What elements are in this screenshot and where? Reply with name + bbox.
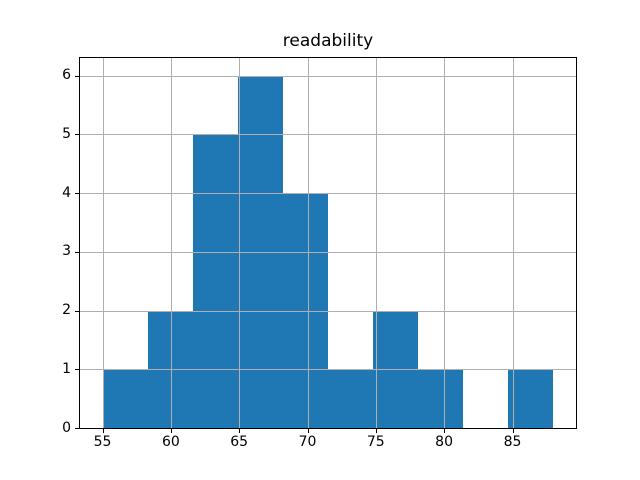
y-tick-label: 4	[62, 184, 71, 201]
y-tick-label: 0	[62, 419, 71, 436]
histogram-bar	[328, 369, 374, 428]
y-tick-label: 6	[62, 67, 71, 84]
x-axis-tick	[512, 429, 514, 433]
y-axis-tick	[75, 428, 79, 429]
gridline	[375, 58, 377, 428]
y-tick-label: 3	[62, 243, 71, 260]
y-axis-tick	[75, 251, 79, 253]
gridline	[80, 369, 576, 371]
gridline	[239, 58, 241, 428]
gridline	[444, 58, 446, 428]
y-axis-tick	[75, 369, 79, 371]
x-axis-tick	[307, 429, 309, 433]
gridline	[80, 75, 576, 77]
histogram-bar	[508, 369, 554, 428]
x-tick-label: 65	[230, 434, 249, 450]
y-axis-tick	[75, 310, 79, 312]
y-axis-tick	[75, 193, 79, 195]
histogram-bar	[147, 310, 193, 428]
y-axis-tick	[75, 75, 79, 77]
histogram-bar	[102, 369, 148, 428]
y-tick-label: 1	[62, 360, 71, 377]
x-axis-tick	[444, 429, 446, 433]
x-axis-tick	[375, 429, 377, 433]
y-tick-label: 2	[62, 302, 71, 318]
x-tick-label: 55	[93, 434, 112, 450]
histogram-bar	[373, 310, 419, 428]
y-axis-tick	[75, 134, 79, 136]
gridline	[80, 251, 576, 253]
y-tick-label: 5	[62, 125, 71, 142]
gridline	[80, 310, 576, 312]
gridline	[102, 58, 104, 428]
gridline	[170, 58, 172, 428]
histogram-bar	[192, 134, 238, 428]
x-tick-label: 70	[298, 434, 317, 450]
x-axis-tick	[239, 429, 241, 433]
x-axis-tick	[170, 429, 172, 433]
gridline	[80, 193, 576, 195]
plot-area	[79, 57, 577, 429]
x-tick-label: 85	[503, 434, 522, 450]
gridline	[307, 58, 309, 428]
gridline	[80, 134, 576, 136]
x-tick-label: 60	[161, 434, 180, 450]
gridline	[512, 58, 514, 428]
x-axis-tick	[102, 429, 104, 433]
x-tick-label: 80	[435, 434, 453, 450]
histogram-bar	[418, 369, 464, 428]
x-tick-label: 75	[366, 434, 385, 450]
chart-title: readability	[282, 31, 374, 51]
